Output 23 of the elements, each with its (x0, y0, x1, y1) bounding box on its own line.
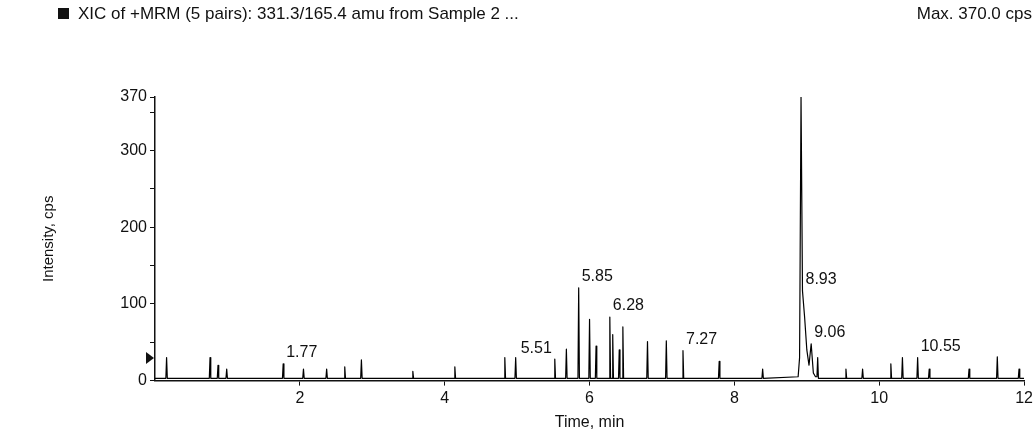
annotation: 7.27 (685, 330, 718, 348)
x-tick-label: 6 (585, 388, 595, 406)
x-tick-label: 10 (870, 388, 889, 406)
y-tick-label: 370 (120, 87, 148, 105)
x-tick-label: 8 (729, 388, 739, 406)
annotation: 6.28 (612, 296, 645, 314)
y-tick-label: 300 (120, 141, 148, 159)
y-tick-label: 100 (120, 294, 148, 312)
x-tick-label: 4 (440, 388, 450, 406)
annotation: 10.55 (920, 337, 961, 355)
annotation: 5.51 (520, 338, 552, 356)
annotation: 8.93 (805, 270, 837, 288)
y-axis-title: Intensity, cps (39, 195, 57, 283)
x-tick-label: 12 (1015, 388, 1034, 406)
annotation: 5.85 (581, 267, 613, 285)
x-axis-title: Time, min (554, 412, 625, 430)
y-tick-label: 0 (138, 371, 148, 389)
annotation: 9.06 (814, 323, 846, 341)
chart-subtitle: Max. 370.0 cps (916, 4, 1032, 24)
chart-title: XIC of +MRM (5 pairs): 331.3/165.4 amu from Sample 2 ... (78, 4, 519, 24)
x-tick-label: 2 (295, 388, 305, 406)
y-tick-label: 200 (120, 217, 148, 235)
annotation: 1.77 (286, 343, 318, 361)
